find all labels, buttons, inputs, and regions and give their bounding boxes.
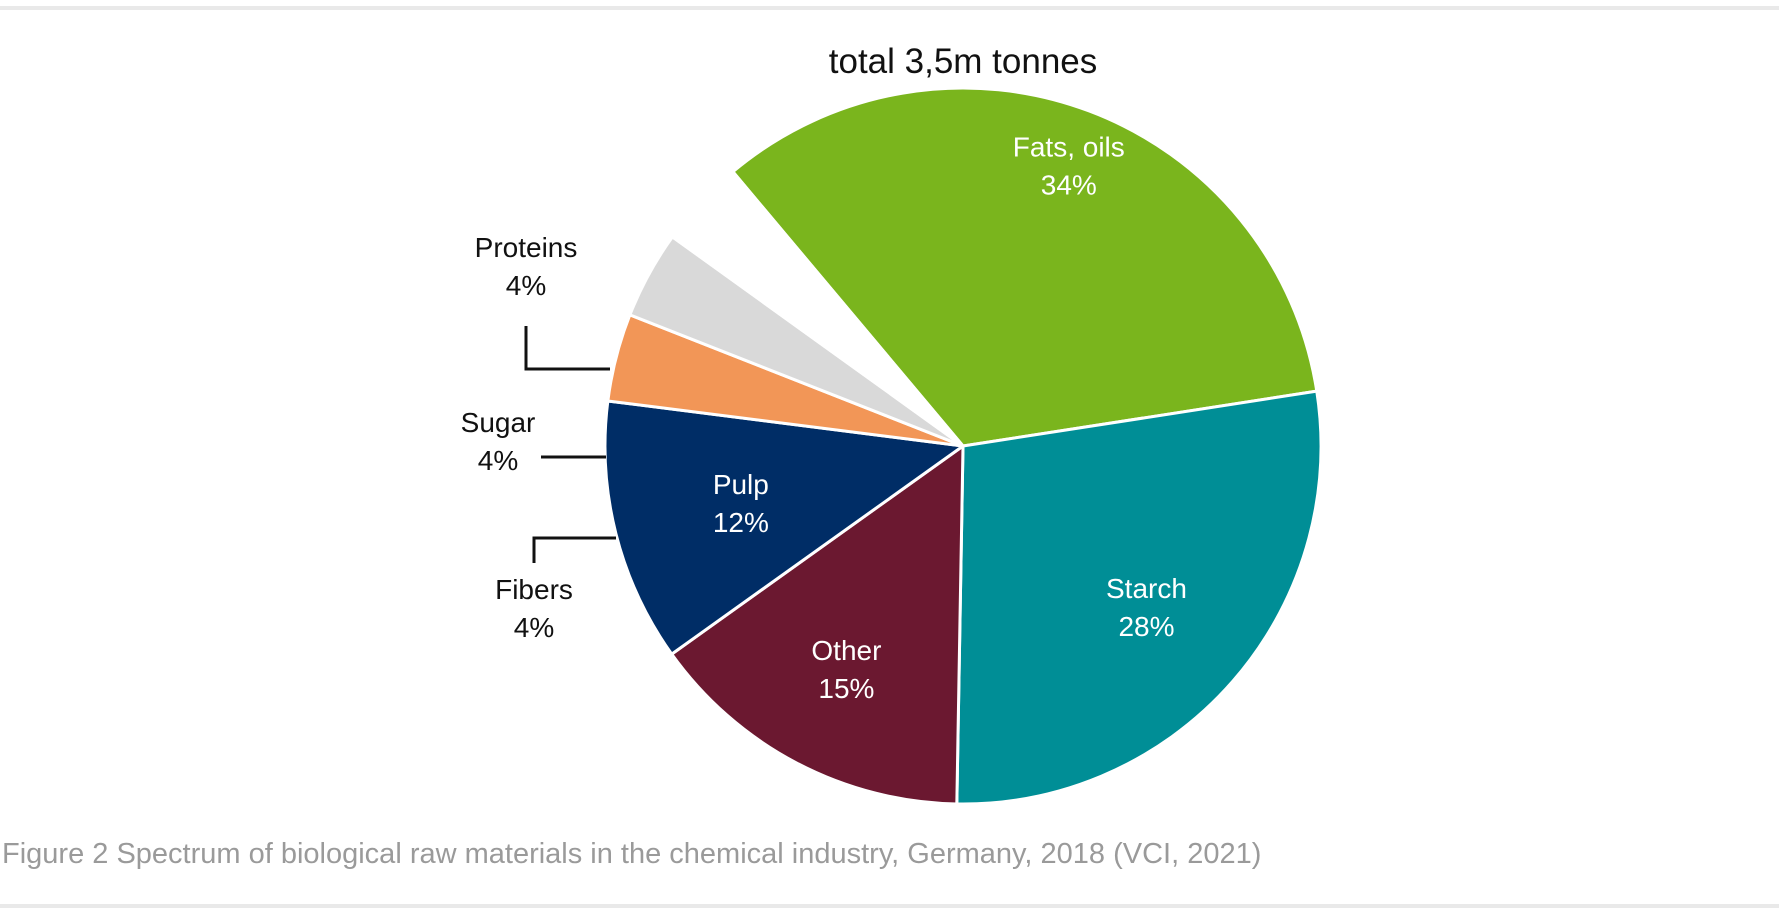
leader-line-proteins — [524, 326, 610, 371]
leader-line-fibers — [532, 536, 616, 563]
slice-label-pulp: Pulp — [713, 469, 769, 500]
slice-label-starch: Starch — [1106, 573, 1187, 604]
pie-slice-other — [670, 444, 965, 806]
slice-value-other: 15% — [818, 673, 874, 704]
chart-title: total 3,5m tonnes — [829, 42, 1098, 81]
pie-slice-starch — [955, 389, 1323, 806]
leader-lines — [524, 326, 616, 563]
figure-caption: Figure 2 Spectrum of biological raw mate… — [2, 838, 1262, 870]
slice-value-pulp: 12% — [713, 507, 769, 538]
top-divider — [0, 6, 1779, 10]
slice-label-fats-oils: Fats, oils — [1013, 131, 1125, 162]
slice-value-starch: 28% — [1118, 611, 1174, 642]
slice-label-proteins: Proteins — [475, 232, 578, 263]
slice-labels: Fats, oils 34% Starch 28% Other 15% Pulp 12% Fib… — [461, 131, 1187, 703]
slice-value-fibers: 4% — [514, 612, 554, 643]
pie-slices — [603, 86, 1323, 806]
pie-slice-fats-oils — [731, 86, 1319, 448]
slice-label-other: Other — [811, 635, 881, 666]
pie-slice-proteins — [670, 170, 965, 448]
slice-label-sugar: Sugar — [461, 407, 536, 438]
bottom-divider — [0, 904, 1779, 908]
slice-value-sugar: 4% — [478, 445, 518, 476]
slice-label-fibers: Fibers — [495, 574, 573, 605]
pie-slice-pulp — [603, 399, 965, 656]
slice-value-proteins: 4% — [506, 270, 546, 301]
slice-value-fats-oils: 34% — [1041, 169, 1097, 200]
